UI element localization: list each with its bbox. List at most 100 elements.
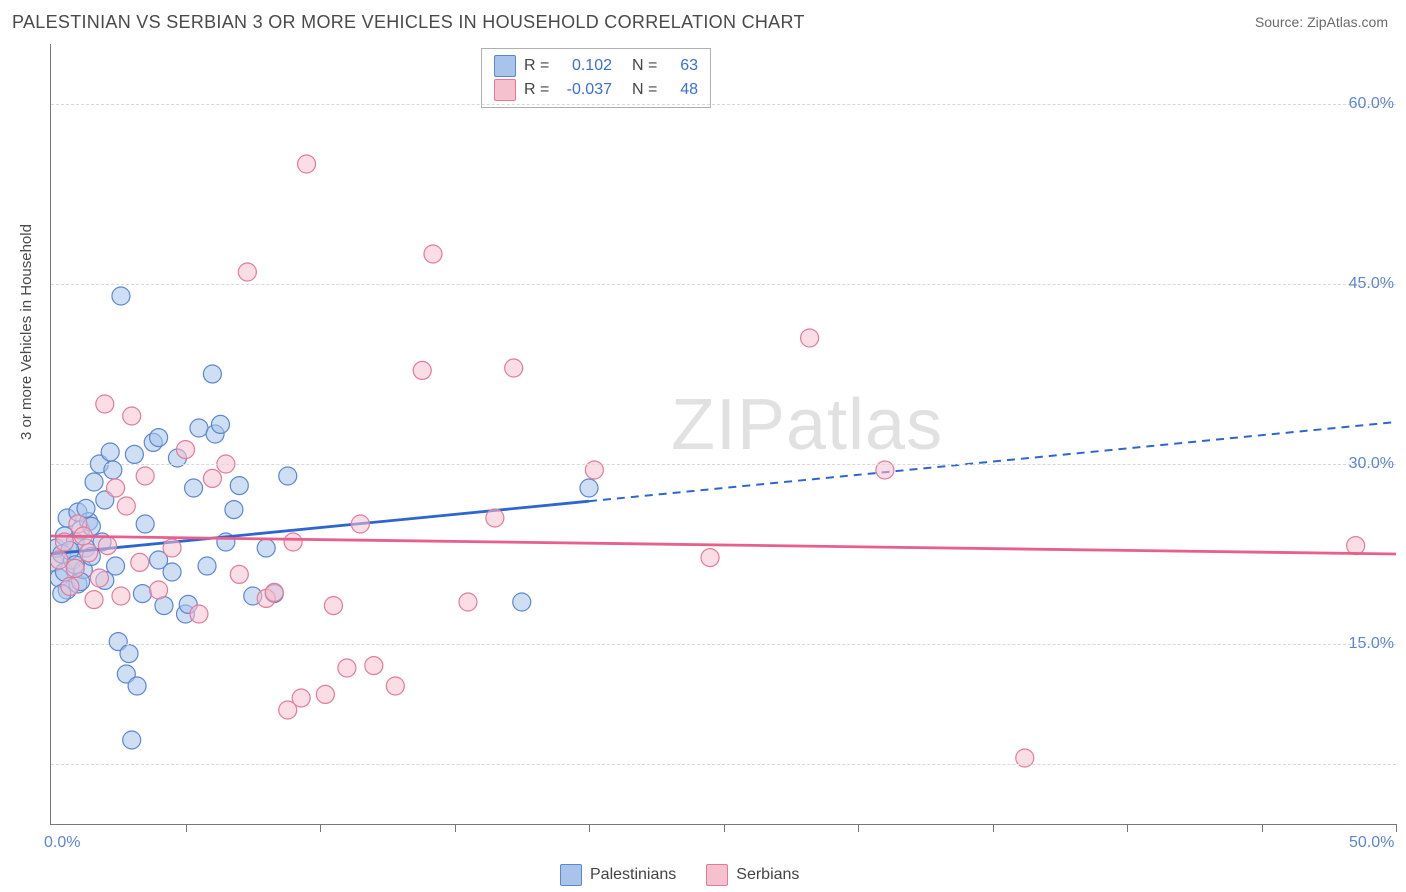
x-tick bbox=[858, 824, 859, 832]
scatter-point bbox=[85, 473, 103, 491]
y-axis-label: 3 or more Vehicles in Household bbox=[18, 224, 35, 440]
header: PALESTINIAN VS SERBIAN 3 OR MORE VEHICLE… bbox=[0, 0, 1406, 44]
legend-label: Serbians bbox=[736, 866, 799, 884]
scatter-point bbox=[324, 597, 342, 615]
x-tick bbox=[455, 824, 456, 832]
scatter-point bbox=[198, 557, 216, 575]
scatter-point bbox=[701, 549, 719, 567]
scatter-point bbox=[80, 544, 98, 562]
legend-item: Palestinians bbox=[560, 864, 676, 886]
scatter-point bbox=[486, 509, 504, 527]
scatter-point bbox=[51, 551, 68, 569]
scatter-point bbox=[351, 515, 369, 533]
scatter-point bbox=[257, 539, 275, 557]
legend-swatch bbox=[560, 864, 582, 886]
x-tick bbox=[1127, 824, 1128, 832]
scatter-point bbox=[801, 329, 819, 347]
scatter-point bbox=[505, 359, 523, 377]
scatter-point bbox=[298, 155, 316, 173]
scatter-point bbox=[203, 365, 221, 383]
scatter-point bbox=[459, 593, 477, 611]
gridline bbox=[51, 104, 1396, 105]
scatter-point bbox=[230, 565, 248, 583]
scatter-point bbox=[177, 441, 195, 459]
scatter-point bbox=[386, 677, 404, 695]
legend-stats: R =0.102N =63R =-0.037N =48 bbox=[481, 48, 711, 108]
r-value: -0.037 bbox=[562, 78, 612, 102]
n-label: N = bbox=[632, 54, 662, 78]
scatter-point bbox=[225, 501, 243, 519]
scatter-point bbox=[128, 677, 146, 695]
scatter-point bbox=[413, 361, 431, 379]
legend-item: Serbians bbox=[706, 864, 799, 886]
x-tick bbox=[589, 824, 590, 832]
scatter-point bbox=[112, 587, 130, 605]
scatter-point bbox=[136, 515, 154, 533]
n-value: 48 bbox=[670, 78, 698, 102]
scatter-point bbox=[1347, 537, 1365, 555]
scatter-svg bbox=[51, 44, 1396, 824]
n-label: N = bbox=[632, 78, 662, 102]
scatter-point bbox=[98, 537, 116, 555]
source-label: Source: ZipAtlas.com bbox=[1255, 14, 1388, 30]
x-tick-label: 0.0% bbox=[44, 834, 80, 852]
regression-line bbox=[51, 536, 1396, 554]
scatter-point bbox=[424, 245, 442, 263]
legend-series: Palestinians Serbians bbox=[560, 864, 799, 886]
scatter-point bbox=[338, 659, 356, 677]
x-tick bbox=[724, 824, 725, 832]
scatter-point bbox=[163, 539, 181, 557]
scatter-point bbox=[185, 479, 203, 497]
scatter-point bbox=[292, 689, 310, 707]
y-tick-label: 15.0% bbox=[1349, 635, 1394, 653]
legend-stat-row: R =0.102N =63 bbox=[494, 54, 698, 78]
scatter-point bbox=[120, 645, 138, 663]
scatter-point bbox=[238, 263, 256, 281]
scatter-point bbox=[284, 533, 302, 551]
scatter-point bbox=[112, 287, 130, 305]
y-tick-label: 30.0% bbox=[1349, 455, 1394, 473]
x-tick bbox=[320, 824, 321, 832]
scatter-point bbox=[365, 657, 383, 675]
scatter-point bbox=[150, 429, 168, 447]
scatter-point bbox=[107, 479, 125, 497]
scatter-point bbox=[150, 581, 168, 599]
y-tick-label: 45.0% bbox=[1349, 275, 1394, 293]
scatter-point bbox=[96, 395, 114, 413]
x-tick bbox=[993, 824, 994, 832]
scatter-point bbox=[101, 443, 119, 461]
x-tick bbox=[1396, 824, 1397, 832]
scatter-point bbox=[123, 731, 141, 749]
scatter-point bbox=[133, 585, 151, 603]
scatter-point bbox=[190, 605, 208, 623]
n-value: 63 bbox=[670, 54, 698, 78]
x-tick-label: 50.0% bbox=[1349, 834, 1394, 852]
legend-stat-row: R = -0.037 N = 48 bbox=[494, 78, 698, 102]
scatter-point bbox=[265, 583, 283, 601]
scatter-point bbox=[125, 445, 143, 463]
r-label: R = bbox=[524, 78, 554, 102]
gridline bbox=[51, 644, 1396, 645]
scatter-point bbox=[513, 593, 531, 611]
gridline bbox=[51, 464, 1396, 465]
x-tick bbox=[1262, 824, 1263, 832]
scatter-point bbox=[107, 557, 125, 575]
chart-title: PALESTINIAN VS SERBIAN 3 OR MORE VEHICLE… bbox=[12, 12, 805, 33]
scatter-point bbox=[203, 469, 221, 487]
scatter-point bbox=[279, 467, 297, 485]
plot-area: ZIPatlas R =0.102N =63R =-0.037N =48 bbox=[50, 44, 1396, 825]
gridline bbox=[51, 764, 1396, 765]
legend-swatch bbox=[494, 55, 516, 77]
scatter-point bbox=[85, 591, 103, 609]
scatter-point bbox=[131, 553, 149, 571]
scatter-point bbox=[90, 569, 108, 587]
scatter-point bbox=[211, 415, 229, 433]
scatter-point bbox=[123, 407, 141, 425]
scatter-point bbox=[163, 563, 181, 581]
r-label: R = bbox=[524, 54, 554, 78]
scatter-point bbox=[61, 577, 79, 595]
regression-line-dashed bbox=[589, 422, 1396, 501]
scatter-point bbox=[66, 559, 84, 577]
scatter-point bbox=[190, 419, 208, 437]
scatter-point bbox=[316, 685, 334, 703]
